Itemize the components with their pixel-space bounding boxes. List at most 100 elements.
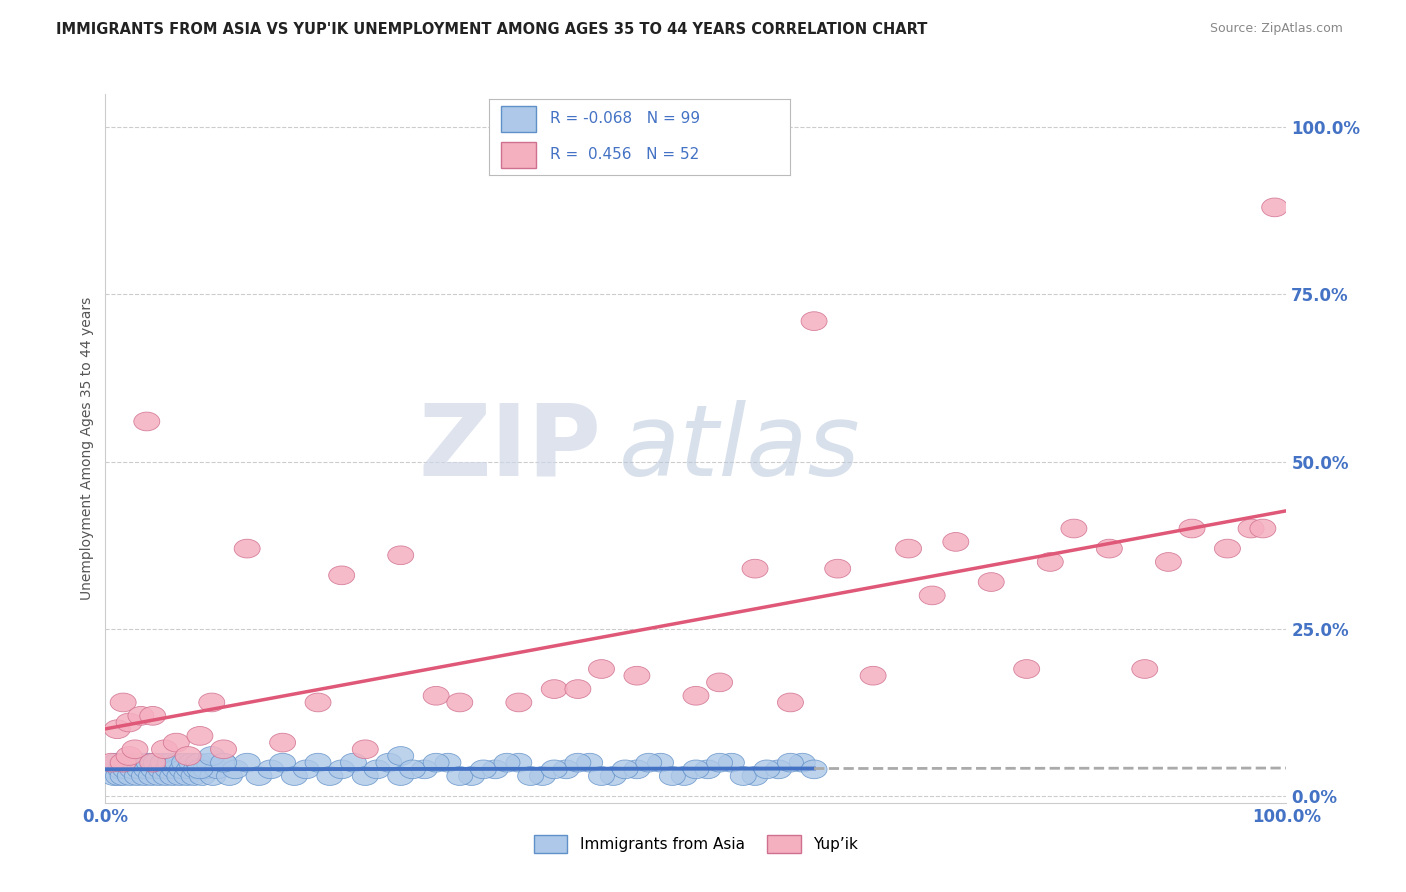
- Ellipse shape: [979, 573, 1004, 591]
- Ellipse shape: [150, 753, 176, 772]
- Ellipse shape: [200, 767, 226, 786]
- Ellipse shape: [174, 767, 200, 786]
- Text: atlas: atlas: [619, 400, 860, 497]
- Ellipse shape: [110, 693, 136, 712]
- Ellipse shape: [167, 767, 193, 786]
- Ellipse shape: [190, 767, 215, 786]
- Ellipse shape: [589, 767, 614, 786]
- Ellipse shape: [565, 753, 591, 772]
- Ellipse shape: [1180, 519, 1205, 538]
- Ellipse shape: [187, 726, 212, 746]
- Ellipse shape: [801, 312, 827, 331]
- Ellipse shape: [1097, 539, 1122, 558]
- Ellipse shape: [1250, 519, 1275, 538]
- Ellipse shape: [1215, 539, 1240, 558]
- Ellipse shape: [1062, 519, 1087, 538]
- Ellipse shape: [754, 760, 780, 779]
- Ellipse shape: [205, 760, 231, 779]
- Ellipse shape: [139, 767, 165, 786]
- Ellipse shape: [329, 566, 354, 585]
- Ellipse shape: [659, 767, 685, 786]
- Ellipse shape: [447, 693, 472, 712]
- Ellipse shape: [179, 753, 205, 772]
- Ellipse shape: [211, 753, 236, 772]
- Ellipse shape: [217, 767, 242, 786]
- Ellipse shape: [222, 760, 249, 779]
- Ellipse shape: [789, 753, 815, 772]
- Ellipse shape: [124, 767, 150, 786]
- Ellipse shape: [162, 760, 188, 779]
- Ellipse shape: [920, 586, 945, 605]
- Ellipse shape: [388, 767, 413, 786]
- Ellipse shape: [943, 533, 969, 551]
- Ellipse shape: [120, 760, 146, 779]
- Ellipse shape: [329, 760, 354, 779]
- Ellipse shape: [198, 693, 225, 712]
- Ellipse shape: [624, 666, 650, 685]
- Ellipse shape: [305, 753, 330, 772]
- Ellipse shape: [193, 760, 219, 779]
- Ellipse shape: [683, 687, 709, 705]
- Ellipse shape: [139, 706, 166, 725]
- Y-axis label: Unemployment Among Ages 35 to 44 years: Unemployment Among Ages 35 to 44 years: [80, 297, 94, 599]
- Ellipse shape: [707, 753, 733, 772]
- Ellipse shape: [235, 753, 260, 772]
- Ellipse shape: [541, 760, 567, 779]
- Ellipse shape: [115, 753, 141, 772]
- Ellipse shape: [541, 680, 567, 698]
- Ellipse shape: [165, 753, 190, 772]
- Ellipse shape: [600, 767, 626, 786]
- Ellipse shape: [340, 753, 367, 772]
- Ellipse shape: [148, 760, 174, 779]
- Ellipse shape: [270, 753, 295, 772]
- Ellipse shape: [294, 760, 319, 779]
- Ellipse shape: [134, 760, 160, 779]
- Ellipse shape: [482, 760, 508, 779]
- Ellipse shape: [281, 767, 308, 786]
- Ellipse shape: [695, 760, 721, 779]
- Ellipse shape: [766, 760, 792, 779]
- Ellipse shape: [211, 753, 236, 772]
- Ellipse shape: [742, 559, 768, 578]
- Ellipse shape: [131, 767, 157, 786]
- Ellipse shape: [181, 767, 207, 786]
- Ellipse shape: [112, 760, 139, 779]
- Ellipse shape: [163, 733, 190, 752]
- Ellipse shape: [565, 680, 591, 698]
- Ellipse shape: [153, 767, 179, 786]
- Ellipse shape: [235, 539, 260, 558]
- Ellipse shape: [778, 753, 803, 772]
- Ellipse shape: [143, 753, 169, 772]
- Ellipse shape: [136, 753, 162, 772]
- Ellipse shape: [825, 559, 851, 578]
- Ellipse shape: [198, 747, 225, 765]
- Ellipse shape: [211, 740, 236, 758]
- Ellipse shape: [270, 733, 295, 752]
- Ellipse shape: [683, 760, 709, 779]
- Ellipse shape: [172, 753, 198, 772]
- Ellipse shape: [187, 760, 212, 779]
- Ellipse shape: [183, 760, 209, 779]
- Ellipse shape: [117, 767, 143, 786]
- Ellipse shape: [105, 767, 131, 786]
- Ellipse shape: [494, 753, 520, 772]
- Ellipse shape: [589, 660, 614, 679]
- Ellipse shape: [122, 740, 148, 758]
- Ellipse shape: [197, 753, 222, 772]
- Ellipse shape: [103, 753, 129, 772]
- Ellipse shape: [423, 753, 449, 772]
- Ellipse shape: [353, 740, 378, 758]
- Ellipse shape: [648, 753, 673, 772]
- Ellipse shape: [1014, 660, 1039, 679]
- Ellipse shape: [1156, 553, 1181, 572]
- Ellipse shape: [412, 760, 437, 779]
- Ellipse shape: [108, 760, 134, 779]
- Ellipse shape: [98, 760, 124, 779]
- Ellipse shape: [110, 767, 136, 786]
- Ellipse shape: [718, 753, 744, 772]
- Ellipse shape: [157, 753, 183, 772]
- Text: Source: ZipAtlas.com: Source: ZipAtlas.com: [1209, 22, 1343, 36]
- Ellipse shape: [553, 760, 579, 779]
- Ellipse shape: [186, 753, 212, 772]
- Ellipse shape: [1261, 198, 1288, 217]
